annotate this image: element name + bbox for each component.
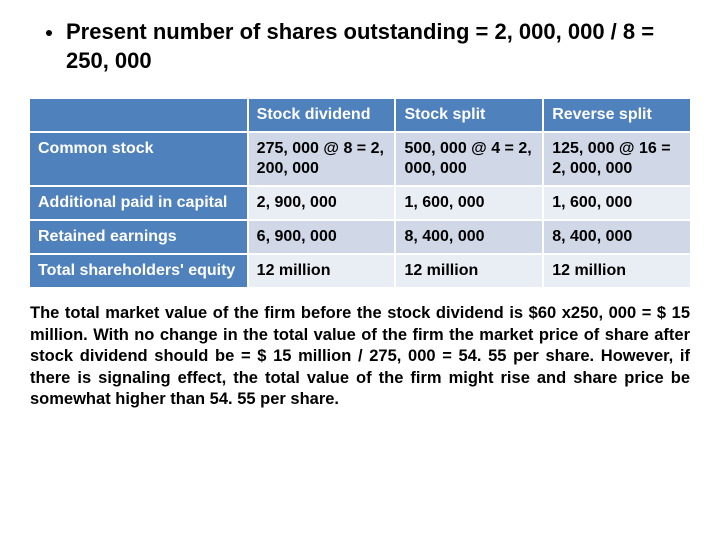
table-cell: 500, 000 @ 4 = 2, 000, 000 [395, 132, 543, 186]
table-cell: 8, 400, 000 [543, 220, 691, 254]
table-row: Total shareholders' equity 12 million 12… [29, 254, 691, 288]
table-row: Common stock 275, 000 @ 8 = 2, 200, 000 … [29, 132, 691, 186]
table-cell: 1, 600, 000 [543, 186, 691, 220]
table-corner-cell [29, 98, 248, 132]
row-header: Total shareholders' equity [29, 254, 248, 288]
table-cell: 12 million [543, 254, 691, 288]
table-header-row: Stock dividend Stock split Reverse split [29, 98, 691, 132]
table-cell: 125, 000 @ 16 = 2, 000, 000 [543, 132, 691, 186]
row-header: Additional paid in capital [29, 186, 248, 220]
table-cell: 12 million [395, 254, 543, 288]
bullet-text: Present number of shares outstanding = 2… [66, 18, 692, 75]
col-header: Stock split [395, 98, 543, 132]
col-header: Reverse split [543, 98, 691, 132]
table-row: Additional paid in capital 2, 900, 000 1… [29, 186, 691, 220]
table-cell: 6, 900, 000 [248, 220, 396, 254]
row-header: Retained earnings [29, 220, 248, 254]
table-cell: 8, 400, 000 [395, 220, 543, 254]
table-cell: 275, 000 @ 8 = 2, 200, 000 [248, 132, 396, 186]
explanatory-paragraph: The total market value of the firm befor… [28, 303, 692, 410]
table-cell: 1, 600, 000 [395, 186, 543, 220]
bullet-item: Present number of shares outstanding = 2… [46, 18, 692, 75]
equity-table: Stock dividend Stock split Reverse split… [28, 97, 692, 289]
col-header: Stock dividend [248, 98, 396, 132]
slide: Present number of shares outstanding = 2… [0, 0, 720, 428]
bullet-dot-icon [46, 30, 52, 36]
row-header: Common stock [29, 132, 248, 186]
table-cell: 12 million [248, 254, 396, 288]
table-cell: 2, 900, 000 [248, 186, 396, 220]
table-row: Retained earnings 6, 900, 000 8, 400, 00… [29, 220, 691, 254]
